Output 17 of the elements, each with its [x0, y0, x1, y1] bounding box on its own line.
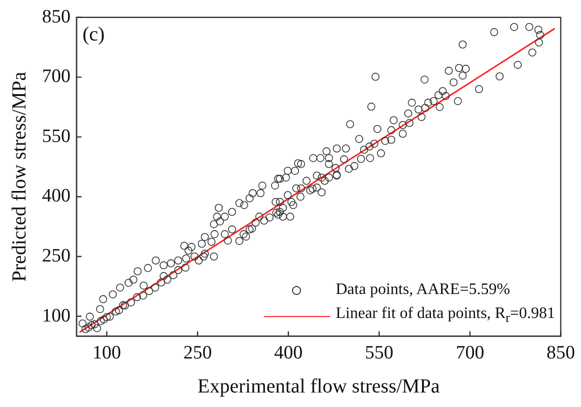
- x-tick-label: 100: [92, 342, 122, 364]
- legend-label: Data points, AARE=5.59%: [336, 280, 510, 300]
- y-tick-label: 400: [42, 186, 70, 207]
- x-tick-label: 700: [456, 342, 484, 364]
- annotation: (c): [82, 24, 105, 46]
- y-axis-title: Predicted flow stress/MPa: [8, 72, 30, 282]
- x-tick-label: 850: [546, 342, 575, 364]
- y-tick-label: 700: [42, 66, 70, 88]
- y-tick-label: 550: [42, 126, 70, 147]
- y-tick-label: 250: [42, 245, 70, 266]
- x-tick-label: 550: [364, 342, 394, 364]
- legend-label: Linear fit of data points, R$_{r}$=0.981: [336, 304, 555, 328]
- x-tick-label: 250: [183, 342, 212, 364]
- y-tick-label: 100: [42, 305, 70, 326]
- x-axis-title: Experimental flow stress/MPa: [198, 375, 440, 398]
- x-tick-label: 400: [274, 342, 303, 364]
- y-tick-label: 850: [42, 6, 70, 28]
